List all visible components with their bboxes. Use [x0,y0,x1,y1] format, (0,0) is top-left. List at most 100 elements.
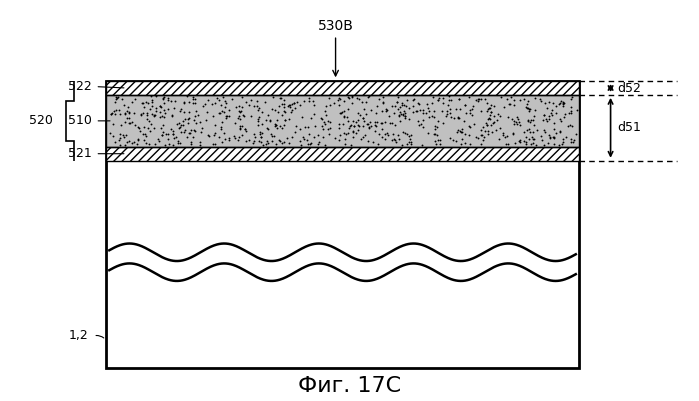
Point [427,93,438,100]
Point [447,137,459,144]
Point [565,138,577,145]
Point [350,119,361,125]
Point [325,101,336,108]
Point [538,112,549,118]
Point [417,124,428,130]
Point [316,123,327,129]
Point [299,124,310,130]
Point [389,109,400,116]
Point [190,99,201,106]
Point [319,142,331,148]
Point [475,108,487,114]
Point [430,141,441,147]
Point [182,120,194,126]
Point [498,132,509,138]
Point [168,142,179,148]
Point [509,140,520,147]
Point [547,107,558,113]
Point [450,137,461,144]
Point [127,99,138,105]
Point [159,109,170,116]
Point [236,132,247,139]
Point [524,108,535,114]
Point [565,104,577,110]
Point [199,101,210,107]
Point [271,122,282,128]
Point [156,113,167,119]
Point [137,110,148,116]
Point [360,132,371,138]
Point [525,129,536,135]
Point [434,141,445,148]
Point [210,130,221,136]
Point [333,101,344,108]
Point [343,93,354,100]
Point [548,126,559,132]
Point [202,97,213,103]
Point [465,140,476,147]
Point [352,117,363,123]
Point [489,112,500,119]
Point [334,132,345,139]
Text: d51: d51 [617,122,642,134]
Text: 521: 521 [68,147,92,160]
Point [233,102,245,109]
Point [247,140,259,146]
Point [197,103,208,109]
Point [376,120,387,126]
Point [395,104,406,110]
Point [514,96,525,103]
Point [429,131,440,137]
Point [157,129,168,136]
Point [280,109,291,115]
Point [454,96,465,103]
Point [196,129,207,136]
Point [550,130,561,136]
Point [283,116,294,123]
Point [154,113,166,120]
Point [484,115,495,122]
Point [219,130,230,136]
Point [343,94,354,101]
Point [134,125,145,132]
Point [202,132,213,138]
Point [521,127,532,133]
Point [544,134,555,141]
Point [214,110,225,116]
Point [468,120,480,127]
Point [189,117,200,123]
Point [214,134,225,140]
Point [284,101,296,108]
Point [289,105,300,111]
Point [124,114,135,121]
Point [567,139,578,146]
Point [412,118,423,124]
Point [395,111,406,117]
Point [394,136,405,142]
Point [190,120,201,127]
Point [252,115,264,122]
Point [226,96,238,102]
Point [153,138,164,144]
Point [122,114,133,121]
Point [500,134,511,140]
Point [389,122,401,129]
Point [421,101,432,107]
Point [254,138,265,144]
Point [360,111,371,117]
Point [460,140,471,146]
Point [524,118,535,125]
Point [531,142,542,148]
Point [501,132,512,139]
Point [475,132,486,138]
Point [333,95,345,101]
Point [325,119,336,125]
Point [381,108,392,115]
Point [154,109,166,115]
Bar [106,81,579,95]
Point [355,136,366,142]
Point [424,107,435,114]
Point [400,115,411,122]
Point [364,119,375,125]
Point [229,132,240,139]
